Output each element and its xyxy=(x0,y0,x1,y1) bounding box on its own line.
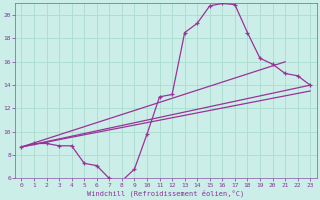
X-axis label: Windchill (Refroidissement éolien,°C): Windchill (Refroidissement éolien,°C) xyxy=(87,189,244,197)
